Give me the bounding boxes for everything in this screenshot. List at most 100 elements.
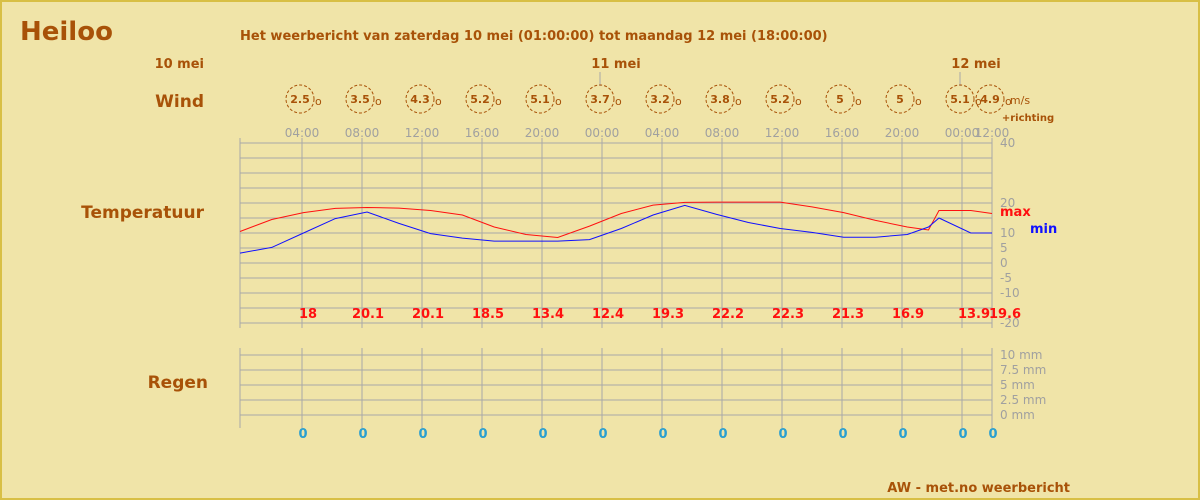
wind-speed: 5 [836, 93, 844, 106]
wind-direction-marker: o [795, 95, 802, 108]
y-tick-label: 40 [1000, 136, 1015, 150]
wind-circle [945, 84, 975, 114]
rain-values: 0 0 0 0 0 0 0 0 0 0 0 0 0 [298, 427, 997, 442]
wind-direction-label: +richting [1002, 113, 1054, 124]
time-label: 16:00 [825, 126, 860, 140]
wind-speed: 5 [896, 93, 904, 106]
wind-direction-marker: o [555, 95, 562, 108]
rain-value: 0 [778, 427, 787, 442]
wind-direction-marker: o [975, 95, 982, 108]
daily-max-value: 19.3 [652, 307, 684, 322]
time-label: 12:00 [405, 126, 440, 140]
wind-circle [465, 84, 495, 114]
daily-max-value: 18 [299, 307, 317, 322]
daily-max-value: 13.4 [532, 307, 564, 322]
wind-circle [585, 84, 615, 114]
wind-row: 2.5 o 3.5 o 4.3 o 5.2 o 5.1 o 3.7 o 3.2 o 3.8 o 5.2 o 5 o 5 o… [285, 84, 1012, 114]
temperature-row-label: Temperatuur [81, 203, 204, 223]
daily-max-value: 20.1 [412, 307, 444, 322]
rain-value: 0 [838, 427, 847, 442]
series-line-max [239, 201, 993, 239]
time-label: 16:00 [465, 126, 500, 140]
daily-max-value: 12.4 [592, 307, 624, 322]
wind-speed: 5.1 [530, 93, 550, 106]
time-label: 00:00 [945, 126, 980, 140]
rain-value: 0 [478, 427, 487, 442]
y-tick-label: 20 [1000, 196, 1015, 210]
wind-circle [645, 84, 675, 114]
time-label: 08:00 [345, 126, 380, 140]
wind-row-label: Wind [155, 92, 204, 112]
daily-max-value: 13.9 [958, 307, 990, 322]
daily-max-value: 22.3 [772, 307, 804, 322]
rain-value: 0 [538, 427, 547, 442]
wind-direction-marker: o [315, 95, 322, 108]
rain-value: 0 [358, 427, 367, 442]
place-title: Heiloo [20, 17, 113, 47]
daily-max-value: 22.2 [712, 307, 744, 322]
time-label: 04:00 [285, 126, 320, 140]
day-label-2: 11 mei [591, 57, 640, 72]
y-tick-label: -10 [1000, 286, 1020, 300]
y-tick-label: -20 [1000, 316, 1020, 330]
rain-tick-label: 10 mm [1000, 348, 1042, 362]
rain-value: 0 [658, 427, 667, 442]
wind-unit: m/s [1010, 94, 1030, 107]
daily-max-labels: 18 20.1 20.1 18.5 13.4 12.4 19.3 22.2 22.3 21.3 16… [299, 307, 1021, 322]
y-tick-label: -5 [1000, 271, 1012, 285]
wind-direction-marker: o [495, 95, 502, 108]
wind-speed: 2.5 [290, 93, 310, 106]
legend-min: min [1030, 222, 1057, 237]
source-credit: AW - met.no weerbericht [887, 481, 1070, 496]
wind-circle [825, 84, 855, 114]
time-label: 20:00 [525, 126, 560, 140]
time-axis: 04:00 08:00 12:00 16:00 20:00 00:00 04:00 08:00… [285, 126, 1010, 140]
rain-tick-label: 0 mm [1000, 408, 1035, 422]
forecast-subtitle: Het weerbericht van zaterdag 10 mei (01:… [240, 29, 828, 44]
wind-speed: 5.2 [470, 93, 490, 106]
wind-circle [765, 84, 795, 114]
wind-direction-marker: o [915, 95, 922, 108]
legend-max: max [1000, 205, 1031, 220]
rain-row-label: Regen [148, 373, 208, 393]
daily-max-value: 20.1 [352, 307, 384, 322]
time-label: 12:00 [975, 126, 1010, 140]
day-label-3: 12 mei [951, 57, 1000, 72]
time-label: 04:00 [645, 126, 680, 140]
temperature-grid [239, 138, 993, 328]
wind-speed: 4.3 [410, 93, 430, 106]
wind-circle [885, 84, 915, 114]
wind-circle [285, 84, 315, 114]
wind-speed: 3.8 [710, 93, 730, 106]
time-label: 08:00 [705, 126, 740, 140]
y-tick-label: 0 [1000, 256, 1008, 270]
rain-value: 0 [958, 427, 967, 442]
temperature-lines [239, 201, 993, 254]
time-label: 12:00 [765, 126, 800, 140]
series-line-min [239, 204, 992, 254]
rain-value: 0 [418, 427, 427, 442]
wind-speed: 3.5 [350, 93, 370, 106]
y-tick-label: 5 [1000, 241, 1008, 255]
rain-value: 0 [898, 427, 907, 442]
rain-grid: 10 mm7.5 mm5 mm2.5 mm0 mm [239, 348, 1046, 428]
rain-value: 0 [988, 427, 997, 442]
time-label: 00:00 [585, 126, 620, 140]
wind-circle [525, 84, 555, 114]
wind-direction-marker: o [735, 95, 742, 108]
rain-tick-label: 5 mm [1000, 378, 1035, 392]
day-label-1: 10 mei [155, 57, 204, 72]
rain-tick-label: 2.5 mm [1000, 393, 1046, 407]
wind-speed: 4.9 [980, 93, 1000, 106]
wind-circle [345, 84, 375, 114]
wind-circle [975, 84, 1005, 114]
wind-direction-marker: o [435, 95, 442, 108]
daily-max-value: 16.9 [892, 307, 924, 322]
wind-direction-marker: o [675, 95, 682, 108]
daily-max-value: 18.5 [472, 307, 504, 322]
wind-direction-marker: o [855, 95, 862, 108]
rain-value: 0 [718, 427, 727, 442]
